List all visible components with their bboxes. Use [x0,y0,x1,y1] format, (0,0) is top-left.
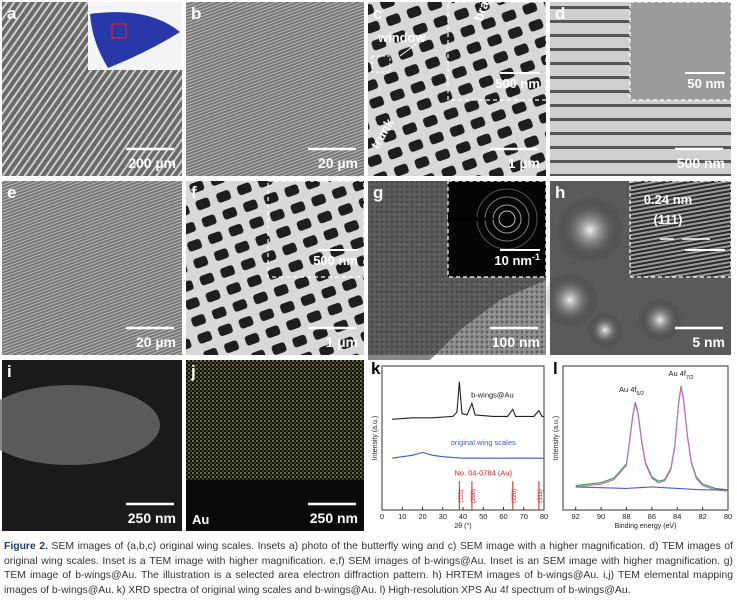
caption-text: SEM images of (a,b,c) original wing scal… [4,541,733,596]
window-box [371,55,391,73]
scale-label: 250 nm [310,510,358,526]
x-tick-label: 90 [597,512,605,521]
x-tick-label: 92 [572,512,580,521]
x-tick-label: 70 [520,512,528,521]
y-axis-label: Intensity (a.u.) [372,416,379,460]
x-axis-label: 2θ (°) [454,522,471,530]
x-tick-label: 80 [540,512,548,521]
x-tick-label: 88 [622,512,630,521]
reference-label: No. 04-0784 (Au) [454,468,512,477]
specimen [0,385,160,465]
x-tick-label: 20 [418,512,426,521]
spectrum-line [392,451,544,459]
panel-label: h [555,183,565,202]
x-tick-label: 84 [673,512,681,521]
panel-label: i [7,362,12,381]
x-tick-label: 82 [698,512,706,521]
scale-label: 100 nm [492,334,540,350]
caption-label: Figure 2. [4,541,48,552]
particle [556,196,624,264]
plot-bg [368,360,546,531]
series-label: original wing scales [451,438,516,447]
x-tick-label: 30 [439,512,447,521]
panel-label: g [373,183,383,202]
peak-label-sub: 7/2 [686,375,694,381]
reference-peak-label: (311) [538,489,544,503]
scale-label: 250 nm [128,510,176,526]
inset-scale-label: 10 nm-1 [494,252,540,268]
panel-label: j [190,362,196,381]
scale-label: 20 µm [318,155,358,171]
scale-label: 200 µm [128,155,176,171]
inset [267,180,365,278]
inset [447,1,547,101]
pointer [399,43,417,57]
plot-frame [562,365,729,511]
annotation: window [377,30,427,45]
peak-label-sub: 5/2 [636,391,644,397]
micrograph [2,181,182,355]
x-tick-label: 0 [380,512,384,521]
particle [587,312,623,348]
peak-label-text: Au 4f [619,385,637,394]
particle [542,272,598,328]
panel-label: b [191,4,201,23]
x-tick-label: 40 [459,512,467,521]
scale-label: 1 µm [326,334,358,350]
inset [629,1,732,101]
panel-label: a [7,4,17,23]
peak-label: Au 4f5/2 [619,385,644,397]
inset-scale-label: 500 nm [313,253,358,268]
annotation: 0.24 nm [644,192,692,207]
annotation: (111) [654,212,683,227]
x-tick-label: 86 [648,512,656,521]
scale-label: 20 µm [136,334,176,350]
spectrum-line [392,381,544,420]
plot-bg [550,360,731,531]
panel-label: e [7,183,16,202]
annotation: Au [192,512,209,527]
inset [629,180,732,278]
spectrum-line [575,387,729,492]
x-tick-label: 60 [499,512,507,521]
panel-label: c [373,4,382,23]
scale-label: 5 nm [692,334,725,350]
caption: Figure 2. SEM images of (a,b,c) original… [4,540,733,598]
micrograph [186,2,364,176]
panel-label: d [555,4,565,23]
series-label: b-wings@Au [471,391,514,400]
x-axis-label: Binding energy (eV) [615,523,677,530]
peak-label: Au 4f7/2 [668,369,693,381]
panel-label: f [191,183,197,202]
panel-label: l [553,359,558,378]
scale-label: 1 µm [508,155,540,171]
background [186,480,364,531]
reference-peak-label: (111) [458,489,464,502]
x-tick-label: 80 [724,512,732,521]
reference-peak-label: (220) [512,489,518,503]
y-axis-label: Intensity (a.u.) [553,416,560,460]
selection-box [111,23,127,39]
particle [638,298,682,342]
inset-scale-text: 10 nm [494,253,532,268]
spectrum-line [575,486,728,491]
inset-scale-label: 500 nm [495,76,540,91]
x-tick-label: 10 [398,512,406,521]
peak-label-text: Au 4f [668,369,686,378]
beam-stop [448,215,502,223]
panel-label: k [371,359,381,378]
x-tick-label: 50 [479,512,487,521]
inset-scale-sup: -1 [532,252,540,262]
scale-label: 500 nm [677,155,725,171]
inset-scale-label: 50 nm [687,76,725,91]
reference-peak-label: (200) [471,489,477,503]
figure: a 200 µm b 20 µm 500 nm c 1 µm 50 nm d 500 nm e 20 … [0,0,732,531]
